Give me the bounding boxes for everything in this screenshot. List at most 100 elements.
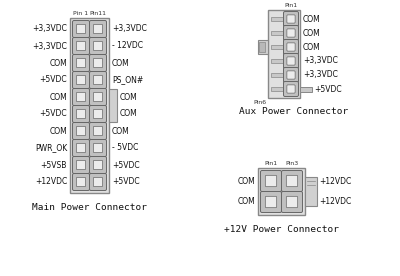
FancyBboxPatch shape	[282, 171, 302, 192]
Bar	[258, 168, 305, 215]
FancyBboxPatch shape	[90, 123, 106, 139]
Text: COM: COM	[120, 110, 138, 118]
FancyBboxPatch shape	[282, 192, 302, 213]
Text: - 12VDC: - 12VDC	[112, 41, 143, 51]
FancyBboxPatch shape	[90, 20, 106, 38]
Text: PS_ON#: PS_ON#	[112, 76, 143, 84]
Text: +12V Power Connector: +12V Power Connector	[224, 224, 339, 233]
FancyBboxPatch shape	[72, 20, 90, 38]
Text: COM: COM	[49, 59, 67, 68]
FancyBboxPatch shape	[76, 58, 86, 68]
FancyBboxPatch shape	[76, 109, 86, 119]
FancyBboxPatch shape	[72, 38, 90, 54]
Text: +5VDC: +5VDC	[112, 161, 140, 169]
FancyBboxPatch shape	[72, 156, 90, 174]
Text: Aux Power Connector: Aux Power Connector	[239, 107, 349, 116]
FancyBboxPatch shape	[286, 196, 298, 208]
FancyBboxPatch shape	[90, 54, 106, 71]
Bar	[271, 45, 283, 49]
FancyBboxPatch shape	[90, 174, 106, 190]
FancyBboxPatch shape	[93, 75, 103, 85]
Text: +12VDC: +12VDC	[35, 177, 67, 187]
Text: COM: COM	[49, 92, 67, 102]
FancyBboxPatch shape	[93, 109, 103, 119]
FancyBboxPatch shape	[90, 89, 106, 105]
FancyBboxPatch shape	[76, 92, 86, 102]
Text: +5VDC: +5VDC	[39, 76, 67, 84]
FancyBboxPatch shape	[286, 175, 298, 187]
Text: +5VSB: +5VSB	[41, 161, 67, 169]
Text: +12VDC: +12VDC	[319, 198, 351, 206]
FancyBboxPatch shape	[76, 24, 86, 34]
FancyBboxPatch shape	[287, 43, 295, 51]
FancyBboxPatch shape	[93, 160, 103, 170]
FancyBboxPatch shape	[93, 24, 103, 34]
Text: Pin1: Pin1	[264, 161, 278, 166]
FancyBboxPatch shape	[284, 39, 298, 54]
FancyBboxPatch shape	[287, 15, 295, 23]
Text: Pin6: Pin6	[253, 100, 266, 105]
FancyBboxPatch shape	[260, 192, 282, 213]
Text: COM: COM	[303, 43, 321, 52]
FancyBboxPatch shape	[284, 81, 298, 97]
FancyBboxPatch shape	[72, 139, 90, 156]
FancyBboxPatch shape	[76, 75, 86, 85]
FancyBboxPatch shape	[72, 89, 90, 105]
Bar	[271, 31, 283, 35]
Text: COM: COM	[49, 126, 67, 136]
FancyBboxPatch shape	[284, 25, 298, 41]
FancyBboxPatch shape	[72, 123, 90, 139]
Text: COM: COM	[112, 126, 130, 136]
FancyBboxPatch shape	[90, 71, 106, 89]
Text: PWR_OK: PWR_OK	[35, 144, 67, 153]
Bar	[271, 59, 283, 63]
Text: +3,3VDC: +3,3VDC	[303, 57, 338, 65]
FancyBboxPatch shape	[284, 68, 298, 83]
FancyBboxPatch shape	[265, 175, 277, 187]
FancyBboxPatch shape	[287, 29, 295, 37]
FancyBboxPatch shape	[93, 126, 103, 136]
Text: COM: COM	[237, 176, 255, 185]
FancyBboxPatch shape	[90, 105, 106, 123]
FancyBboxPatch shape	[76, 126, 86, 136]
Text: COM: COM	[112, 59, 130, 68]
Text: COM: COM	[120, 92, 138, 102]
Bar	[271, 73, 283, 77]
Text: +3,3VDC: +3,3VDC	[32, 41, 67, 51]
Text: COM: COM	[303, 15, 321, 23]
Text: COM: COM	[303, 28, 321, 38]
FancyBboxPatch shape	[72, 54, 90, 71]
Text: +3,3VDC: +3,3VDC	[303, 70, 338, 79]
FancyBboxPatch shape	[287, 57, 295, 65]
Bar	[305, 177, 317, 206]
FancyBboxPatch shape	[72, 105, 90, 123]
FancyBboxPatch shape	[90, 156, 106, 174]
Bar	[271, 87, 283, 91]
Bar	[258, 40, 268, 54]
Bar	[70, 18, 109, 193]
Text: Pin1: Pin1	[284, 3, 298, 8]
FancyBboxPatch shape	[260, 171, 282, 192]
Bar	[300, 86, 312, 92]
Text: +5VDC: +5VDC	[112, 177, 140, 187]
Text: +5VDC: +5VDC	[39, 110, 67, 118]
FancyBboxPatch shape	[76, 177, 86, 187]
Bar	[259, 42, 265, 52]
FancyBboxPatch shape	[76, 41, 86, 51]
FancyBboxPatch shape	[284, 54, 298, 68]
Text: +5VDC: +5VDC	[314, 84, 342, 94]
FancyBboxPatch shape	[287, 85, 295, 93]
FancyBboxPatch shape	[93, 177, 103, 187]
FancyBboxPatch shape	[93, 143, 103, 153]
FancyBboxPatch shape	[90, 38, 106, 54]
Text: Pin3: Pin3	[285, 161, 299, 166]
Bar	[268, 10, 300, 98]
FancyBboxPatch shape	[76, 160, 86, 170]
FancyBboxPatch shape	[284, 12, 298, 26]
FancyBboxPatch shape	[93, 41, 103, 51]
FancyBboxPatch shape	[76, 143, 86, 153]
Text: Pin 1: Pin 1	[74, 11, 88, 16]
FancyBboxPatch shape	[90, 139, 106, 156]
Text: Pin11: Pin11	[90, 11, 106, 16]
Text: - 5VDC: - 5VDC	[112, 144, 138, 153]
